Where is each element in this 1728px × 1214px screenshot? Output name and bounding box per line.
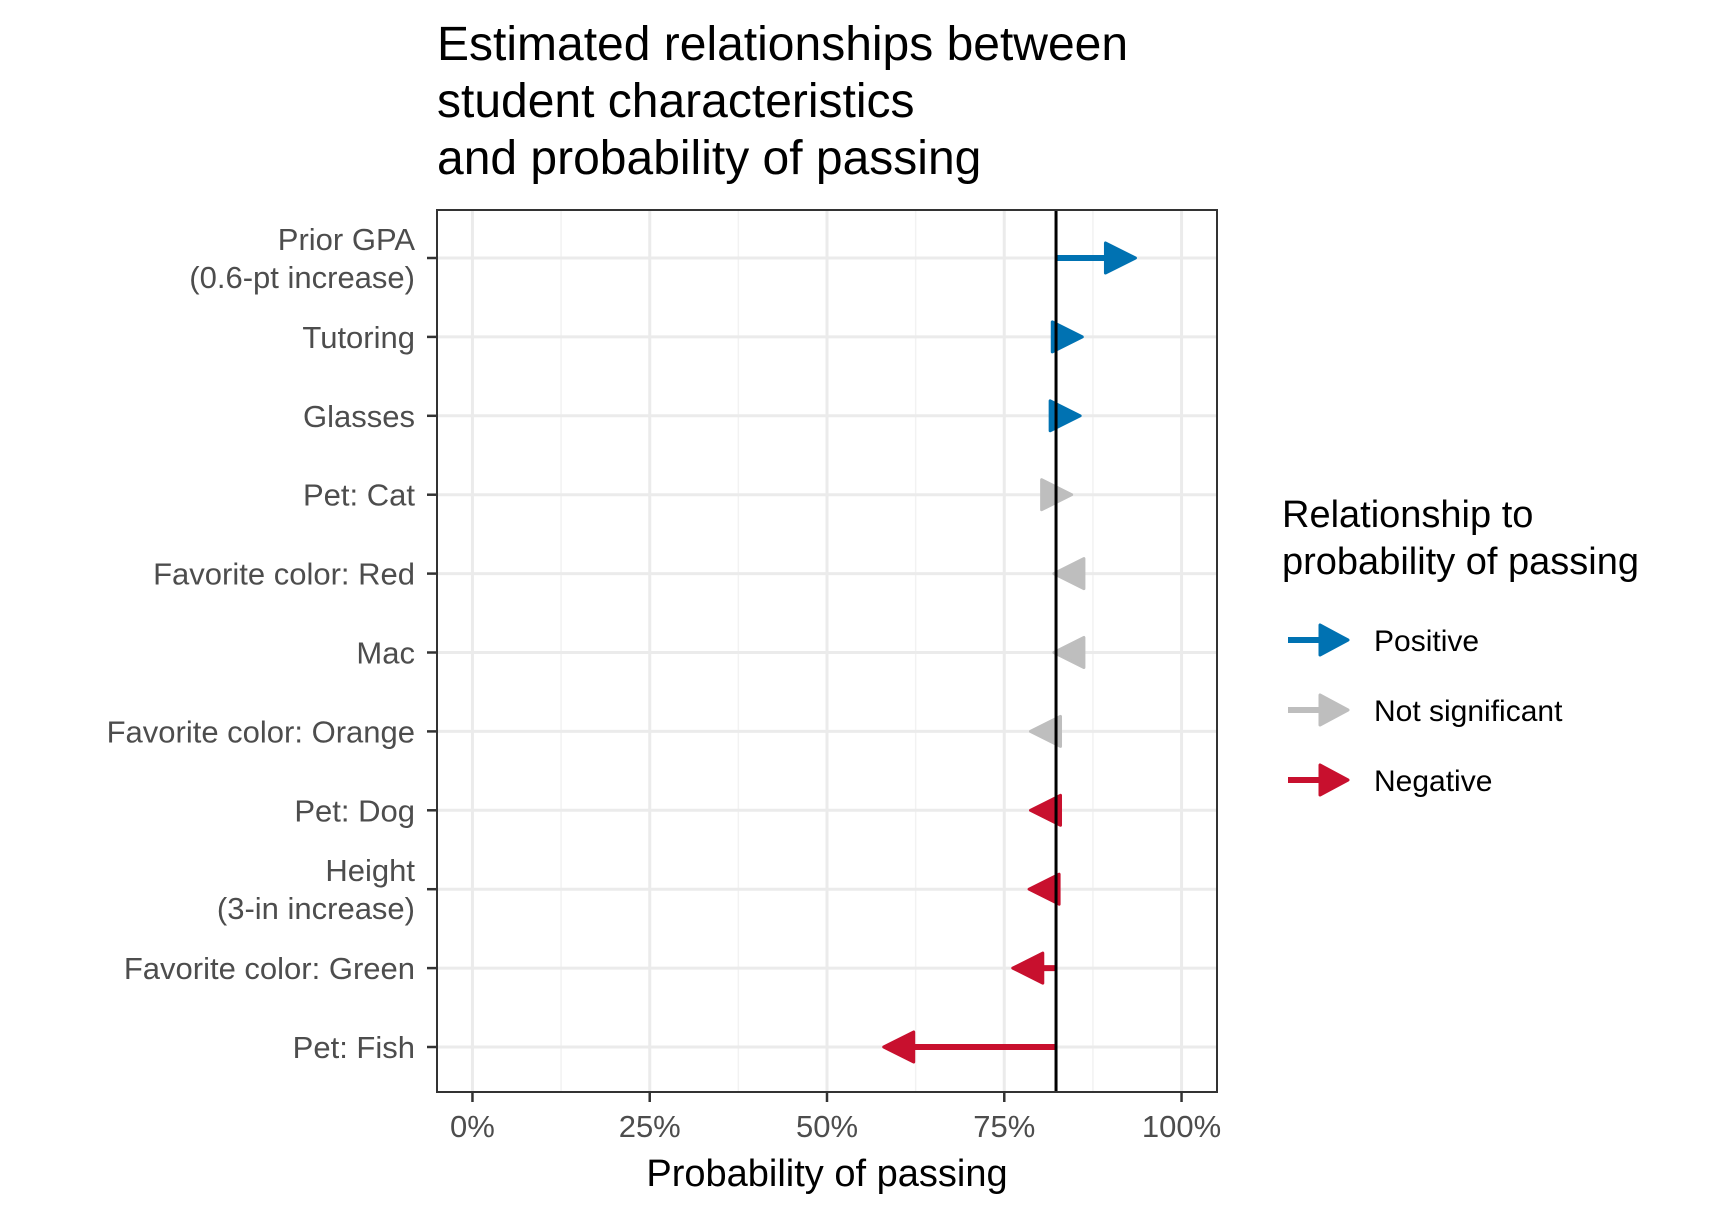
x-axis: 0% 25% 50% 75% 100% <box>450 1092 1221 1144</box>
y-tick-label: Height <box>325 853 415 888</box>
y-tick-label: Tutoring <box>302 320 415 355</box>
y-tick-label: Glasses <box>303 399 415 434</box>
arrow-head <box>1048 399 1082 433</box>
arrow-head <box>1050 320 1084 354</box>
y-tick-label: Mac <box>356 636 415 671</box>
arrow-mark <box>1011 951 1057 985</box>
y-tick-label: Pet: Fish <box>293 1030 415 1065</box>
legend-title: probability of passing <box>1282 541 1639 583</box>
x-tick-label: 25% <box>619 1109 681 1144</box>
arrow-head <box>1029 793 1063 827</box>
y-tick-label: (0.6-pt increase) <box>189 260 415 295</box>
legend-label: Negative <box>1374 765 1492 798</box>
arrow-head <box>1011 951 1045 985</box>
y-tick-label: Pet: Dog <box>294 793 415 828</box>
arrow-head <box>1052 557 1086 591</box>
arrow-head <box>1103 241 1137 275</box>
arrow-head <box>1029 714 1063 748</box>
arrow-head <box>1027 872 1061 906</box>
y-tick-label: Favorite color: Orange <box>107 714 415 749</box>
legend-arrow-icon <box>1318 763 1350 797</box>
arrow-mark <box>1052 557 1086 591</box>
legend-arrow-icon <box>1318 693 1350 727</box>
arrow-mark <box>1052 636 1086 669</box>
arrow-mark <box>1048 399 1082 433</box>
legend-item: Not significant <box>1288 693 1563 728</box>
y-tick-label: (3-in increase) <box>217 891 415 926</box>
legend-label: Positive <box>1374 625 1479 658</box>
x-tick-label: 50% <box>796 1109 858 1144</box>
title-line: Estimated relationships between <box>437 18 1128 71</box>
x-tick-label: 100% <box>1142 1109 1221 1144</box>
y-axis: Prior GPA(0.6-pt increase) Tutoring Glasse… <box>107 222 437 1065</box>
x-axis-title: Probability of passing <box>646 1153 1007 1195</box>
x-tick-label: 75% <box>973 1109 1035 1144</box>
legend-label: Not significant <box>1374 695 1563 728</box>
grid <box>437 210 1217 1092</box>
legend: Relationship to probability of passing Pos… <box>1282 494 1639 798</box>
arrow-mark <box>882 1030 1057 1064</box>
y-tick-label: Favorite color: Green <box>124 951 415 986</box>
legend-item: Negative <box>1288 763 1492 798</box>
legend-item: Positive <box>1288 623 1479 658</box>
y-tick-label: Favorite color: Red <box>153 557 415 592</box>
arrow-head <box>882 1030 916 1064</box>
y-tick-label: Prior GPA <box>278 222 416 257</box>
title-line: student characteristics <box>437 75 915 128</box>
arrow-mark <box>1056 241 1137 275</box>
y-tick-label: Pet: Cat <box>303 478 415 513</box>
arrow-head <box>1052 636 1086 669</box>
title-line: and probability of passing <box>437 132 981 185</box>
x-tick-label: 0% <box>450 1109 495 1144</box>
legend-title: Relationship to <box>1282 494 1533 536</box>
legend-arrow-icon <box>1318 623 1350 657</box>
